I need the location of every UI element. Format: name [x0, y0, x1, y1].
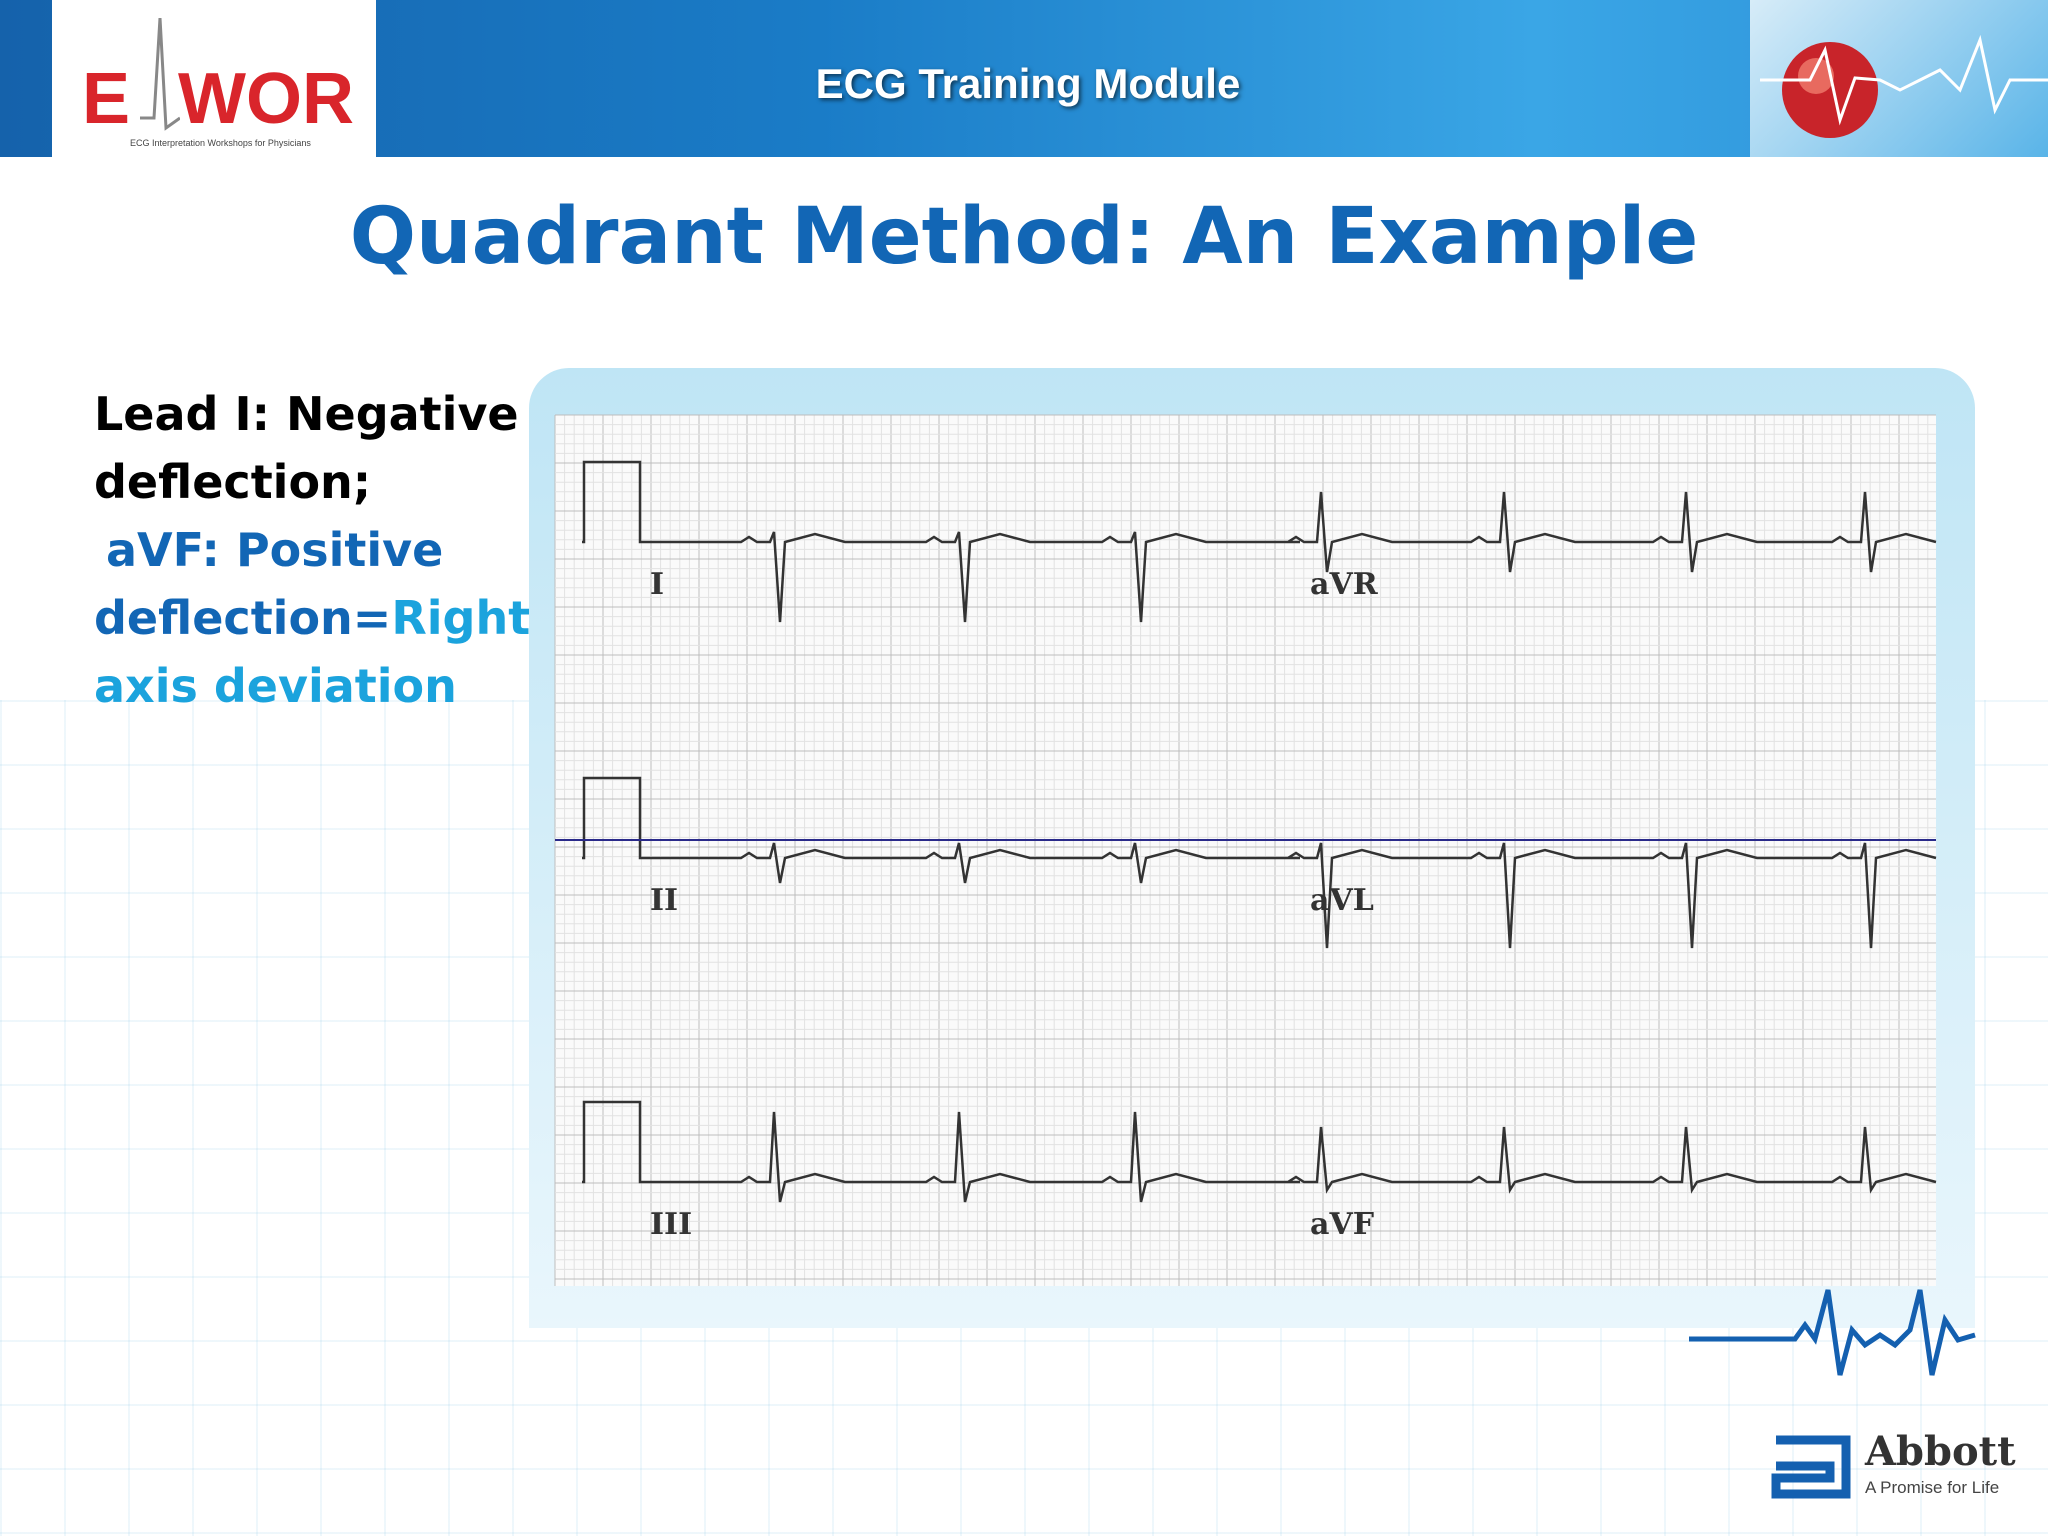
- text-conclusion: Right axis deviation: [94, 591, 531, 713]
- slide-title: Quadrant Method: An Example: [349, 192, 1699, 282]
- text-lead-i: Lead I: Negative deflection;: [94, 387, 519, 509]
- lead-label: I: [650, 567, 664, 602]
- lead-label: aVF: [1310, 1207, 1374, 1242]
- lead-label: aVL: [1310, 883, 1374, 918]
- header: E WOR ECG Interpretation Workshops for P…: [0, 0, 2048, 157]
- ecg-trace: [582, 1100, 1937, 1203]
- ecg-traces: [582, 460, 1937, 1203]
- header-title: ECG Training Module: [815, 60, 1241, 107]
- logo-tagline: ECG Interpretation Workshops for Physici…: [130, 138, 311, 148]
- logo: E WOR ECG Interpretation Workshops for P…: [52, 0, 376, 157]
- heart-graphic: [1760, 34, 2048, 138]
- ecg-decoration: [1689, 1289, 1976, 1376]
- logo-letters: WOR: [178, 59, 354, 139]
- heart-image: [1750, 0, 2048, 157]
- abbott-icon: [1771, 1435, 1851, 1499]
- ecg-trace: [582, 776, 1937, 949]
- brand-tagline: A Promise for Life: [1865, 1478, 2000, 1497]
- lead-label: II: [650, 883, 678, 918]
- ecg-trace: [582, 460, 1937, 623]
- text-avf: aVF: Positive deflection=: [94, 523, 444, 645]
- logo-letter: E: [82, 59, 131, 139]
- logo-spike: [140, 18, 180, 131]
- slide-text: Lead I: Negative deflection; aVF: Positi…: [94, 380, 534, 720]
- lead-label: III: [650, 1207, 692, 1242]
- lead-label: aVR: [1310, 567, 1379, 602]
- brand-name: Abbott: [1865, 1428, 2016, 1475]
